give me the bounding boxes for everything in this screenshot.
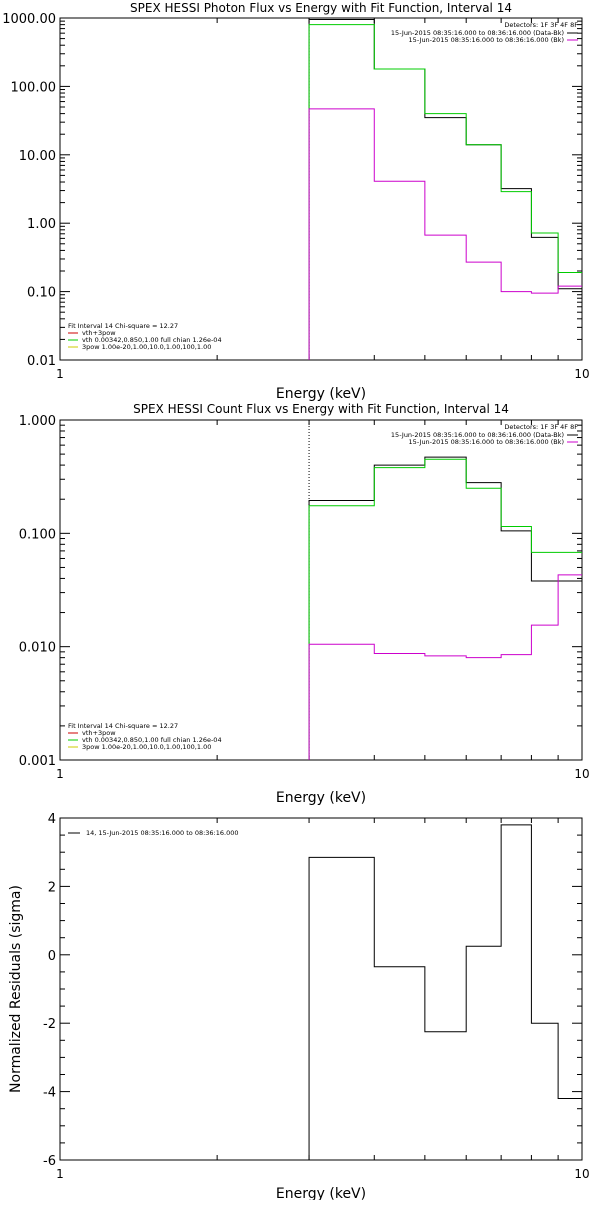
y-tick-label: -6 bbox=[43, 1154, 56, 1169]
legend-entry-label: 15-Jun-2015 08:35:16.000 to 08:36:16.000… bbox=[391, 431, 564, 439]
plot-frame bbox=[59, 817, 583, 1161]
fit-legend: Fit Interval 14 Chi-square = 12.27vth+3p… bbox=[68, 722, 222, 751]
fit-legend: Fit Interval 14 Chi-square = 12.27vth+3p… bbox=[68, 322, 222, 351]
x-tick-label: 1 bbox=[56, 767, 64, 781]
series-3-histogram bbox=[308, 108, 582, 360]
fit-legend-entry-label: vth+3pow bbox=[82, 729, 116, 737]
series-2-histogram bbox=[308, 24, 582, 360]
y-axis-label: Normalized Residuals (sigma) bbox=[8, 885, 24, 1093]
y-tick-label: -4 bbox=[43, 1086, 56, 1101]
chart-title: SPEX HESSI Photon Flux vs Energy with Fi… bbox=[130, 1, 512, 15]
x-axis-label: Energy (keV) bbox=[276, 386, 366, 402]
y-tick-label: 1000.00 bbox=[2, 12, 56, 27]
fit-legend-entry-label: vth 0.00342,0.850,1.00 full chian 1.26e-… bbox=[82, 736, 222, 744]
legend-entry-label: 14, 15-Jun-2015 08:35:16.000 to 08:36:16… bbox=[86, 829, 238, 837]
chart-title: SPEX HESSI Count Flux vs Energy with Fit… bbox=[133, 402, 509, 416]
y-tick-label: 0.10 bbox=[27, 286, 56, 301]
y-tick-label: 0.01 bbox=[27, 354, 56, 369]
y-tick-label: 4 bbox=[48, 812, 56, 827]
fit-legend-header: Fit Interval 14 Chi-square = 12.27 bbox=[68, 322, 178, 330]
x-tick-label: 1 bbox=[56, 367, 64, 381]
legend-header: Detectors: 1F 3F 4F 8F bbox=[504, 21, 578, 29]
y-tick-label: 100.00 bbox=[11, 80, 57, 95]
y-tick-label: 1.00 bbox=[27, 217, 56, 232]
x-axis-label: Energy (keV) bbox=[276, 1186, 366, 1200]
y-tick-label: 0.001 bbox=[19, 754, 56, 769]
legend-entry-label: 15-Jun-2015 08:35:16.000 to 08:36:16.000… bbox=[409, 36, 564, 44]
plot-frame bbox=[59, 419, 583, 761]
fit-legend-header: Fit Interval 14 Chi-square = 12.27 bbox=[68, 722, 178, 730]
legend-header: Detectors: 1F 3F 4F 8F bbox=[504, 423, 578, 431]
series-2-histogram bbox=[308, 458, 582, 760]
data-area bbox=[308, 824, 582, 1160]
series-1-histogram bbox=[308, 824, 582, 1160]
series-3-histogram bbox=[308, 574, 582, 760]
y-tick-label: 0 bbox=[48, 949, 56, 964]
y-tick-label: 1.000 bbox=[19, 414, 56, 429]
series-1-histogram bbox=[308, 19, 582, 360]
x-tick-label: 10 bbox=[574, 367, 589, 381]
data-area bbox=[308, 420, 582, 760]
fit-legend-entry-label: vth 0.00342,0.850,1.00 full chian 1.26e-… bbox=[82, 336, 222, 344]
fit-legend-entry-label: vth+3pow bbox=[82, 329, 116, 337]
plot-frame bbox=[59, 17, 583, 361]
x-tick-label: 10 bbox=[574, 767, 589, 781]
chart-panel-2: SPEX HESSI Count Flux vs Energy with Fit… bbox=[19, 402, 590, 806]
y-tick-label: 0.010 bbox=[19, 641, 56, 656]
x-tick-label: 10 bbox=[574, 1167, 589, 1181]
top-legend: 14, 15-Jun-2015 08:35:16.000 to 08:36:16… bbox=[68, 829, 238, 837]
legend-entry-label: 15-Jun-2015 08:35:16.000 to 08:36:16.000… bbox=[409, 438, 564, 446]
fit-legend-entry-label: 3pow 1.00e-20,1.00,10.0,1.00,100,1.00 bbox=[82, 343, 211, 351]
y-tick-label: -2 bbox=[43, 1017, 56, 1032]
y-tick-label: 0.100 bbox=[19, 527, 56, 542]
x-tick-label: 1 bbox=[56, 1167, 64, 1181]
chart-panel-1: SPEX HESSI Photon Flux vs Energy with Fi… bbox=[2, 1, 589, 402]
series-1-histogram bbox=[308, 456, 582, 760]
y-tick-label: 10.00 bbox=[19, 149, 56, 164]
y-tick-label: 2 bbox=[48, 880, 56, 895]
x-axis-label: Energy (keV) bbox=[276, 790, 366, 806]
data-area bbox=[308, 18, 582, 360]
fit-legend-entry-label: 3pow 1.00e-20,1.00,10.0,1.00,100,1.00 bbox=[82, 743, 211, 751]
chart-panel-3: 1 10 -6 -4 -2 0 2 4 Energy (keV) Normalized Resid… bbox=[8, 812, 590, 1202]
legend-entry-label: 15-Jun-2015 08:35:16.000 to 08:36:16.000… bbox=[391, 29, 564, 37]
